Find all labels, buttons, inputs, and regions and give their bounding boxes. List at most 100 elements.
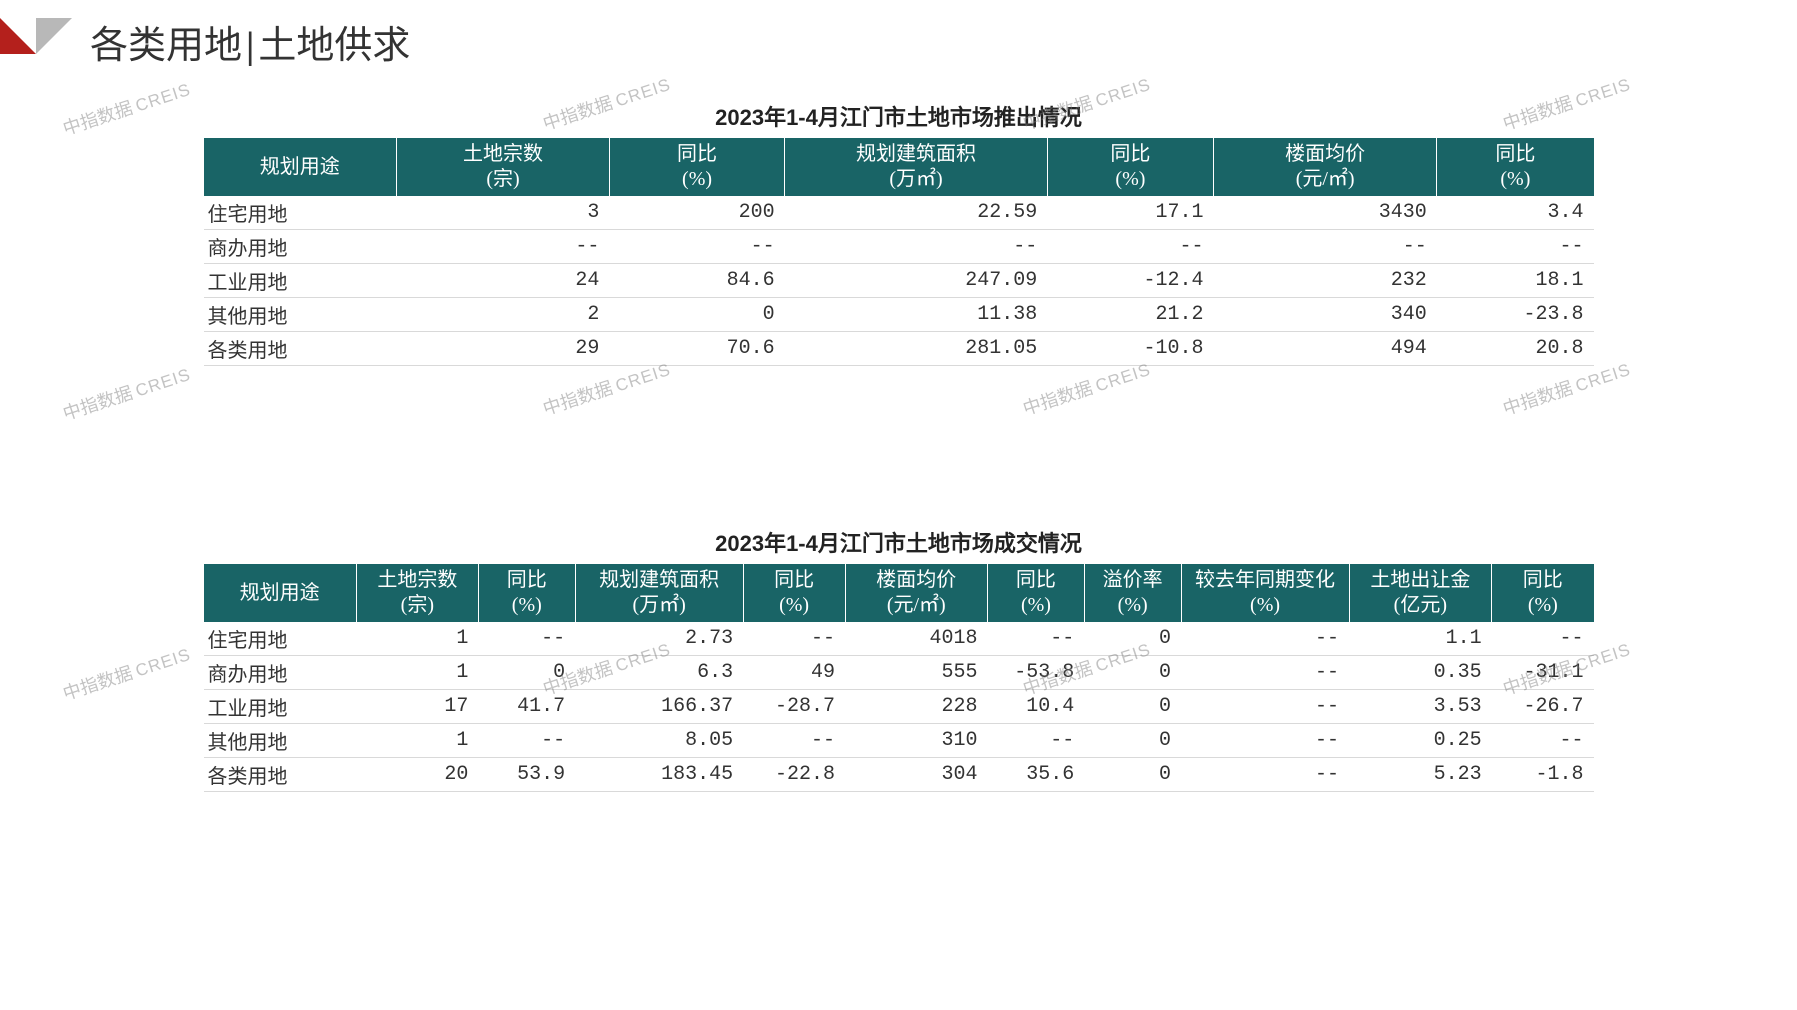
- supply-header: 规划建筑面积 (万㎡): [785, 138, 1048, 196]
- cell: 340: [1214, 298, 1437, 332]
- transaction-header: 规划用途: [204, 564, 357, 622]
- transaction-header-l1: 土地出让金: [1370, 569, 1470, 591]
- cell: 29: [397, 332, 610, 366]
- cell: 6.3: [575, 656, 743, 690]
- logo-triangle-gray: [36, 18, 72, 54]
- cell: 2: [397, 298, 610, 332]
- cell: 281.05: [785, 332, 1048, 366]
- cell: 0: [1084, 724, 1181, 758]
- cell: --: [1214, 230, 1437, 264]
- cell: --: [1047, 230, 1213, 264]
- supply-header: 同比(%): [1437, 138, 1594, 196]
- cell: -10.8: [1047, 332, 1213, 366]
- page-header: 各类用地|土地供求: [0, 0, 1797, 70]
- cell: 228: [845, 690, 988, 724]
- row-label: 工业用地: [204, 264, 397, 298]
- table-row: 工业用地1741.7166.37-28.722810.40--3.53-26.7: [204, 690, 1594, 724]
- transaction-header-l2: (万㎡): [633, 594, 686, 616]
- supply-header: 土地宗数(宗): [397, 138, 610, 196]
- row-label: 其他用地: [204, 298, 397, 332]
- table-row: 商办用地------------: [204, 230, 1594, 264]
- cell: 4018: [845, 622, 988, 656]
- cell: --: [1181, 758, 1349, 792]
- transaction-header-l2: (宗): [401, 594, 434, 616]
- table2-title: 2023年1-4月江门市土地市场成交情况: [204, 526, 1594, 558]
- cell: 21.2: [1047, 298, 1213, 332]
- cell: 0.25: [1349, 724, 1492, 758]
- transaction-header-l1: 较去年同期变化: [1195, 569, 1335, 591]
- transaction-header-l2: (%): [779, 594, 809, 616]
- cell: 17: [356, 690, 478, 724]
- cell: 232: [1214, 264, 1437, 298]
- transaction-header: 溢价率 (%): [1084, 564, 1181, 622]
- cell: -31.1: [1492, 656, 1594, 690]
- transaction-header-l1: 溢价率: [1103, 569, 1163, 591]
- cell: --: [988, 724, 1085, 758]
- cell: 84.6: [609, 264, 784, 298]
- cell: 24: [397, 264, 610, 298]
- table-row: 商办用地106.349555-53.80--0.35-31.1: [204, 656, 1594, 690]
- table-row: 工业用地2484.6247.09-12.423218.1: [204, 264, 1594, 298]
- transaction-header-l1: 楼面均价: [876, 569, 956, 591]
- transaction-header-l1: 同比: [774, 569, 814, 591]
- cell: 10.4: [988, 690, 1085, 724]
- cell: -53.8: [988, 656, 1085, 690]
- cell: 494: [1214, 332, 1437, 366]
- transaction-header-l1: 土地宗数: [377, 569, 457, 591]
- cell: 0: [1084, 622, 1181, 656]
- table-row: 其他用地1--8.05--310--0--0.25--: [204, 724, 1594, 758]
- cell: -1.8: [1492, 758, 1594, 792]
- supply-header-l1: 规划建筑面积: [856, 143, 976, 165]
- table-row: 住宅用地320022.5917.134303.4: [204, 196, 1594, 230]
- supply-header-l2: (%): [1115, 168, 1145, 190]
- cell: 1.1: [1349, 622, 1492, 656]
- title-right: 土地供求: [258, 25, 410, 67]
- cell: -23.8: [1437, 298, 1594, 332]
- cell: 70.6: [609, 332, 784, 366]
- table-row: 各类用地2970.6281.05-10.849420.8: [204, 332, 1594, 366]
- transaction-header-l2: (%): [1250, 594, 1280, 616]
- cell: 0: [609, 298, 784, 332]
- transaction-header-l2: (%): [1021, 594, 1051, 616]
- cell: -22.8: [743, 758, 845, 792]
- row-label: 商办用地: [204, 230, 397, 264]
- transaction-header: 楼面均价(元/㎡): [845, 564, 988, 622]
- cell: 3.4: [1437, 196, 1594, 230]
- supply-header-l1: 同比: [1495, 143, 1535, 165]
- supply-header-l2: (元/㎡): [1296, 168, 1355, 190]
- row-label: 各类用地: [204, 758, 357, 792]
- cell: --: [988, 622, 1085, 656]
- transaction-header: 规划建筑面积(万㎡): [575, 564, 743, 622]
- supply-header-l1: 楼面均价: [1285, 143, 1365, 165]
- table1-title: 2023年1-4月江门市土地市场推出情况: [204, 100, 1594, 132]
- cell: 49: [743, 656, 845, 690]
- cell: 0: [1084, 690, 1181, 724]
- transaction-header-l1: 同比: [507, 569, 547, 591]
- cell: --: [785, 230, 1048, 264]
- transaction-header-l2: (%): [1118, 594, 1148, 616]
- cell: 11.38: [785, 298, 1048, 332]
- cell: 0: [478, 656, 575, 690]
- transaction-header: 较去年同期变化 (%): [1181, 564, 1349, 622]
- cell: -28.7: [743, 690, 845, 724]
- cell: 166.37: [575, 690, 743, 724]
- watermark: 中指数据CREIS: [59, 75, 193, 141]
- table-land-transaction: 规划用途土地宗数(宗)同比(%)规划建筑面积(万㎡)同比(%)楼面均价(元/㎡)…: [204, 564, 1594, 792]
- supply-header: 规划用途: [204, 138, 397, 196]
- cell: 53.9: [478, 758, 575, 792]
- cell: --: [1181, 622, 1349, 656]
- supply-header: 同比(%): [1047, 138, 1213, 196]
- supply-header-l2: (万㎡): [889, 168, 942, 190]
- transaction-header-l2: (%): [512, 594, 542, 616]
- cell: 3430: [1214, 196, 1437, 230]
- transaction-header: 同比(%): [1492, 564, 1594, 622]
- transaction-header-l1: 同比: [1016, 569, 1056, 591]
- cell: -26.7: [1492, 690, 1594, 724]
- cell: 3.53: [1349, 690, 1492, 724]
- cell: 200: [609, 196, 784, 230]
- cell: --: [743, 724, 845, 758]
- supply-header-l2: (%): [682, 168, 712, 190]
- row-label: 住宅用地: [204, 622, 357, 656]
- transaction-header: 土地宗数 (宗): [356, 564, 478, 622]
- cell: 247.09: [785, 264, 1048, 298]
